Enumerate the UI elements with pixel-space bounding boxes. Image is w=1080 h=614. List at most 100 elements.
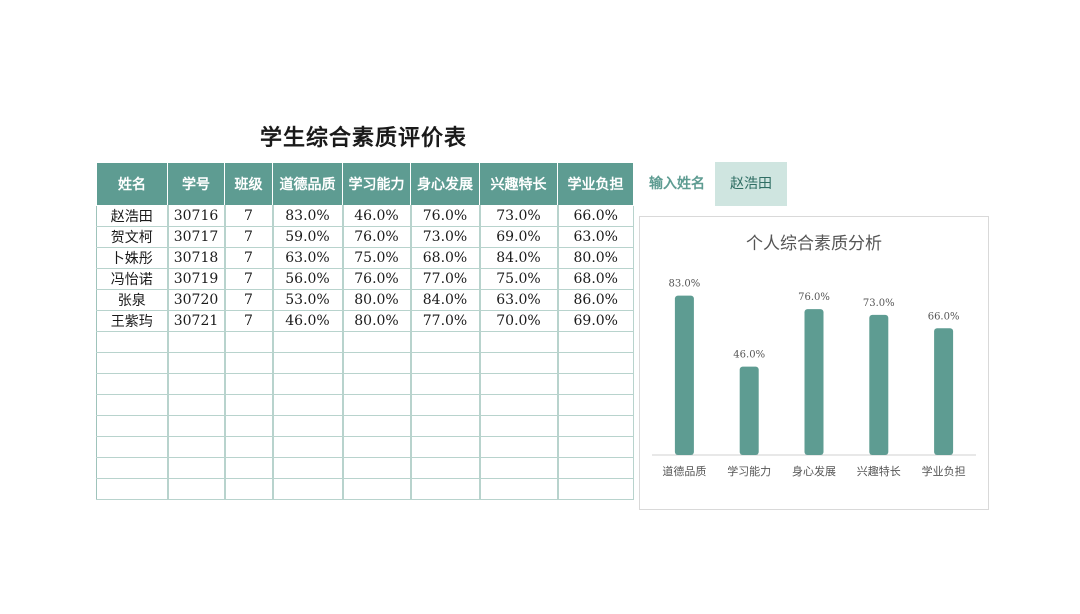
empty-cell[interactable] (271, 331, 343, 353)
empty-cell[interactable] (409, 457, 480, 479)
bar-4[interactable] (934, 328, 954, 455)
empty-cell[interactable] (96, 436, 168, 458)
empty-cell[interactable] (271, 352, 343, 374)
bar-0[interactable] (674, 295, 694, 455)
table-cell[interactable]: 76.0% (341, 268, 411, 290)
empty-cell[interactable] (556, 436, 634, 458)
table-cell[interactable]: 7 (223, 205, 273, 227)
empty-cell[interactable] (556, 373, 634, 395)
header-moral[interactable]: 道德品质 (272, 162, 343, 206)
empty-cell[interactable] (96, 478, 168, 500)
empty-cell[interactable] (166, 478, 225, 500)
empty-cell[interactable] (166, 457, 225, 479)
empty-cell[interactable] (409, 436, 480, 458)
empty-cell[interactable] (409, 415, 480, 437)
table-cell[interactable]: 66.0% (556, 205, 634, 227)
table-cell[interactable]: 7 (223, 289, 273, 311)
table-cell[interactable]: 张泉 (96, 289, 168, 311)
empty-cell[interactable] (556, 394, 634, 416)
table-cell[interactable]: 30717 (166, 226, 225, 248)
empty-cell[interactable] (166, 352, 225, 374)
empty-cell[interactable] (409, 331, 480, 353)
empty-cell[interactable] (166, 394, 225, 416)
empty-cell[interactable] (341, 331, 411, 353)
empty-cell[interactable] (409, 478, 480, 500)
table-cell[interactable]: 75.0% (478, 268, 558, 290)
table-cell[interactable]: 84.0% (409, 289, 480, 311)
empty-cell[interactable] (223, 436, 273, 458)
empty-cell[interactable] (341, 415, 411, 437)
table-cell[interactable]: 86.0% (556, 289, 634, 311)
bar-2[interactable] (804, 309, 824, 455)
empty-cell[interactable] (341, 352, 411, 374)
empty-cell[interactable] (166, 415, 225, 437)
empty-cell[interactable] (478, 436, 558, 458)
empty-cell[interactable] (96, 394, 168, 416)
empty-cell[interactable] (271, 394, 343, 416)
empty-cell[interactable] (409, 352, 480, 374)
empty-cell[interactable] (223, 478, 273, 500)
empty-cell[interactable] (478, 478, 558, 500)
table-cell[interactable]: 77.0% (409, 268, 480, 290)
empty-cell[interactable] (223, 415, 273, 437)
empty-cell[interactable] (271, 457, 343, 479)
header-name[interactable]: 姓名 (96, 162, 168, 206)
table-cell[interactable]: 73.0% (478, 205, 558, 227)
table-cell[interactable]: 84.0% (478, 247, 558, 269)
empty-cell[interactable] (223, 373, 273, 395)
header-learning[interactable]: 学习能力 (342, 162, 411, 206)
empty-cell[interactable] (271, 415, 343, 437)
empty-cell[interactable] (478, 415, 558, 437)
table-cell[interactable]: 46.0% (341, 205, 411, 227)
table-cell[interactable]: 30721 (166, 310, 225, 332)
empty-cell[interactable] (478, 352, 558, 374)
table-cell[interactable]: 70.0% (478, 310, 558, 332)
table-cell[interactable]: 赵浩田 (96, 205, 168, 227)
table-cell[interactable]: 77.0% (409, 310, 480, 332)
empty-cell[interactable] (556, 478, 634, 500)
empty-cell[interactable] (409, 373, 480, 395)
table-cell[interactable]: 冯怡诺 (96, 268, 168, 290)
header-class[interactable]: 班级 (224, 162, 273, 206)
empty-cell[interactable] (478, 331, 558, 353)
table-cell[interactable]: 80.0% (556, 247, 634, 269)
empty-cell[interactable] (96, 457, 168, 479)
empty-cell[interactable] (96, 331, 168, 353)
header-student-id[interactable]: 学号 (167, 162, 225, 206)
empty-cell[interactable] (96, 352, 168, 374)
table-cell[interactable]: 59.0% (271, 226, 343, 248)
table-cell[interactable]: 80.0% (341, 289, 411, 311)
table-cell[interactable]: 76.0% (409, 205, 480, 227)
table-cell[interactable]: 30720 (166, 289, 225, 311)
empty-cell[interactable] (478, 394, 558, 416)
table-cell[interactable]: 69.0% (478, 226, 558, 248)
table-cell[interactable]: 30718 (166, 247, 225, 269)
empty-cell[interactable] (341, 394, 411, 416)
empty-cell[interactable] (96, 415, 168, 437)
empty-cell[interactable] (478, 373, 558, 395)
table-cell[interactable]: 80.0% (341, 310, 411, 332)
table-cell[interactable]: 69.0% (556, 310, 634, 332)
empty-cell[interactable] (223, 457, 273, 479)
empty-cell[interactable] (223, 352, 273, 374)
table-cell[interactable]: 83.0% (271, 205, 343, 227)
empty-cell[interactable] (341, 373, 411, 395)
empty-cell[interactable] (556, 415, 634, 437)
table-cell[interactable]: 56.0% (271, 268, 343, 290)
empty-cell[interactable] (223, 331, 273, 353)
table-cell[interactable]: 75.0% (341, 247, 411, 269)
empty-cell[interactable] (271, 478, 343, 500)
table-cell[interactable]: 贺文柯 (96, 226, 168, 248)
header-interest[interactable]: 兴趣特长 (479, 162, 558, 206)
table-cell[interactable]: 王紫玙 (96, 310, 168, 332)
table-cell[interactable]: 73.0% (409, 226, 480, 248)
table-cell[interactable]: 63.0% (478, 289, 558, 311)
empty-cell[interactable] (166, 436, 225, 458)
table-cell[interactable]: 68.0% (556, 268, 634, 290)
lookup-name-input[interactable]: 赵浩田 (715, 162, 787, 206)
table-cell[interactable]: 卜姝彤 (96, 247, 168, 269)
empty-cell[interactable] (556, 352, 634, 374)
empty-cell[interactable] (166, 373, 225, 395)
table-cell[interactable]: 7 (223, 247, 273, 269)
table-cell[interactable]: 76.0% (341, 226, 411, 248)
